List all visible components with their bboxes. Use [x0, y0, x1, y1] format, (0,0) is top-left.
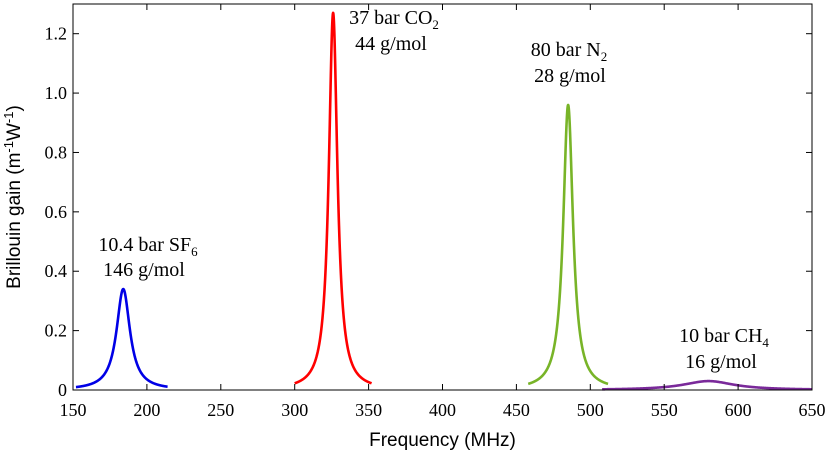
x-tick-label: 250	[207, 400, 234, 420]
x-tick-label: 650	[799, 400, 826, 420]
x-tick-label: 350	[355, 400, 382, 420]
annotation-n2-line2: 28 g/mol	[534, 65, 606, 87]
annotation-sf6-line1: 10.4 bar SF6	[98, 234, 198, 259]
annotation-co2-line2: 44 g/mol	[355, 33, 427, 55]
y-axis-label: Brillouin gain (m-1W-1)	[1, 105, 25, 289]
annotation-sf6-line2: 146 g/mol	[103, 259, 185, 281]
x-axis-ticks: 150 200 250 300 350 400 450 500 550 600 650	[60, 4, 826, 420]
annotations: 10.4 bar SF6 146 g/mol 37 bar CO2 44 g/m…	[98, 7, 769, 373]
co2-curve	[293, 11, 373, 385]
annotation-co2-line1: 37 bar CO2	[349, 7, 439, 32]
y-tick-label: 1.0	[45, 83, 68, 103]
y-tick-label: 0.8	[45, 142, 68, 162]
x-tick-label: 150	[60, 400, 87, 420]
annotation-ch4-line1: 10 bar CH4	[679, 325, 769, 350]
y-tick-label: 1.2	[45, 24, 68, 44]
sf6-curve	[74, 287, 169, 389]
annotation-n2-line1: 80 bar N2	[531, 39, 607, 64]
x-tick-label: 500	[577, 400, 604, 420]
y-tick-label: 0	[58, 380, 67, 400]
y-tick-label: 0.2	[45, 321, 68, 341]
y-axis-ticks: 0 0.2 0.4 0.6 0.8 1.0 1.2	[45, 24, 812, 400]
ch4-curve	[601, 379, 813, 391]
x-axis-label: Frequency (MHz)	[369, 430, 516, 451]
y-tick-label: 0.4	[45, 261, 68, 281]
curves	[74, 11, 813, 391]
x-tick-label: 200	[133, 400, 160, 420]
x-tick-label: 450	[503, 400, 530, 420]
x-tick-label: 400	[429, 400, 456, 420]
x-tick-label: 300	[281, 400, 308, 420]
annotation-ch4-line2: 16 g/mol	[685, 351, 757, 373]
x-tick-label: 600	[725, 400, 752, 420]
y-tick-label: 0.6	[45, 202, 68, 222]
x-tick-label: 550	[651, 400, 678, 420]
n2-curve	[527, 103, 610, 386]
